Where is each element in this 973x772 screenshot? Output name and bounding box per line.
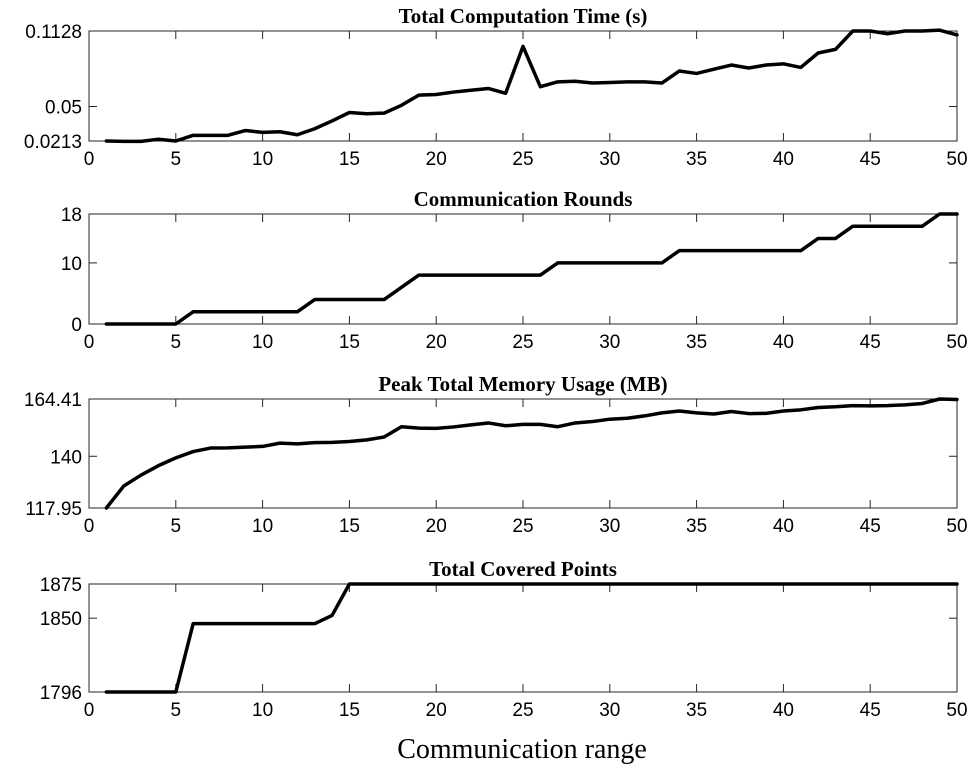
x-tick-label: 15 — [339, 149, 360, 170]
x-tick-label: 0 — [84, 516, 95, 537]
x-tick-label: 45 — [860, 332, 881, 353]
x-tick-label: 40 — [773, 516, 794, 537]
axes-frame — [88, 213, 958, 325]
x-tick-label: 25 — [512, 516, 533, 537]
x-tick-label: 10 — [252, 700, 273, 721]
x-tick-label: 20 — [426, 332, 447, 353]
x-tick-label: 50 — [946, 149, 967, 170]
x-tick-label: 30 — [599, 516, 620, 537]
y-tick-label: 0 — [71, 315, 82, 336]
x-tick-label: 50 — [946, 332, 967, 353]
y-tick-label: 0.1128 — [25, 22, 82, 43]
x-tick-label: 5 — [171, 149, 182, 170]
y-tick-label: 1875 — [40, 575, 82, 596]
y-tick-label: 10 — [61, 254, 82, 275]
y-tick-label: 1850 — [40, 609, 82, 630]
x-tick-label: 5 — [171, 700, 182, 721]
series-line-1 — [104, 397, 959, 510]
subplot-title: Total Computation Time (s) — [399, 4, 648, 28]
x-tick-label: 10 — [252, 332, 273, 353]
x-tick-label: 45 — [860, 516, 881, 537]
subplot-3: Peak Total Memory Usage (MB) 0 5 10 15 20 25 30… — [24, 372, 968, 537]
x-tick-label: 40 — [773, 149, 794, 170]
y-tick-label: 164.41 — [24, 390, 82, 411]
y-tick-label: 18 — [61, 205, 82, 226]
x-tick-label: 20 — [426, 516, 447, 537]
y-tick-label: 1796 — [40, 683, 82, 704]
x-tick-label: 25 — [512, 149, 533, 170]
x-tick-label: 25 — [512, 700, 533, 721]
x-tick-label: 5 — [171, 332, 182, 353]
x-tick-label: 20 — [426, 149, 447, 170]
y-tick-label: 0.05 — [45, 97, 82, 118]
x-tick-label: 0 — [84, 149, 95, 170]
x-tick-label: 45 — [860, 700, 881, 721]
subplot-title: Communication Rounds — [414, 187, 633, 211]
subplot-2: Communication Rounds 0 5 10 15 20 25 30 35 40 45 50… — [61, 187, 968, 353]
series-line-1 — [104, 28, 959, 144]
subplot-4: Total Covered Points 0 5 10 15 20 25 30 35 40 45 50… — [40, 557, 968, 721]
y-tick-label: 0.0213 — [24, 132, 82, 153]
x-tick-label: 0 — [84, 332, 95, 353]
x-tick-label: 35 — [686, 700, 707, 721]
series-line-1 — [104, 582, 959, 694]
y-tick-label: 117.95 — [25, 499, 82, 520]
x-axis-label: Communication range — [397, 734, 647, 765]
x-tick-label: 40 — [773, 332, 794, 353]
subplot-title: Total Covered Points — [429, 557, 617, 581]
x-tick-label: 30 — [599, 332, 620, 353]
subplot-title: Peak Total Memory Usage (MB) — [378, 372, 667, 396]
x-tick-label: 25 — [512, 332, 533, 353]
series-line-1 — [104, 212, 959, 326]
x-tick-label: 15 — [339, 332, 360, 353]
axes-frame — [88, 583, 958, 693]
y-tick-label: 140 — [50, 447, 82, 468]
x-tick-label: 15 — [339, 516, 360, 537]
axes-frame — [88, 398, 958, 509]
x-tick-label: 35 — [686, 516, 707, 537]
x-tick-label: 15 — [339, 700, 360, 721]
x-tick-label: 10 — [252, 516, 273, 537]
x-tick-label: 20 — [426, 700, 447, 721]
subplot-1: Total Computation Time (s) 0 5 10 15 20 25 30 35… — [24, 4, 968, 170]
x-tick-label: 10 — [252, 149, 273, 170]
x-tick-label: 0 — [84, 700, 95, 721]
x-tick-label: 50 — [946, 700, 967, 721]
x-tick-label: 45 — [860, 149, 881, 170]
subplots: Total Computation Time (s) 0 5 10 15 20 25 30 35… — [24, 4, 968, 721]
x-tick-label: 35 — [686, 149, 707, 170]
x-tick-label: 30 — [599, 700, 620, 721]
x-tick-label: 5 — [171, 516, 182, 537]
x-tick-label: 30 — [599, 149, 620, 170]
x-tick-label: 35 — [686, 332, 707, 353]
x-tick-label: 40 — [773, 700, 794, 721]
x-tick-label: 50 — [946, 516, 967, 537]
